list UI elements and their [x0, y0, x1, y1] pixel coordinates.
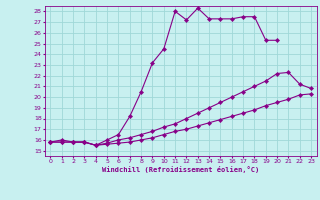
X-axis label: Windchill (Refroidissement éolien,°C): Windchill (Refroidissement éolien,°C) [102, 166, 260, 173]
